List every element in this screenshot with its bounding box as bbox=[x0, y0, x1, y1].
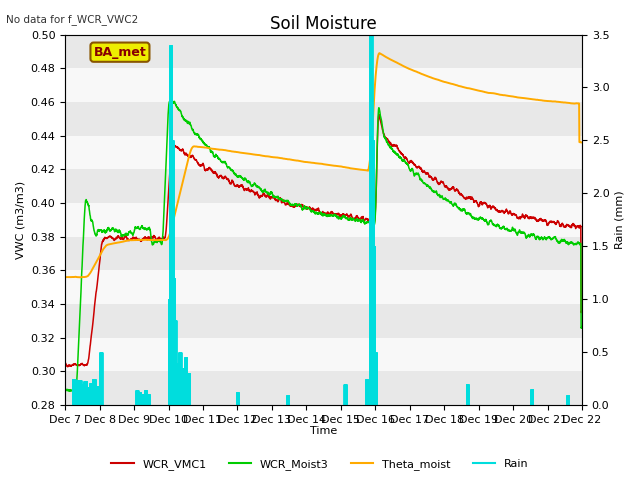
Title: Soil Moisture: Soil Moisture bbox=[270, 15, 377, 33]
Bar bbox=[65, 270, 582, 304]
Text: BA_met: BA_met bbox=[93, 46, 147, 59]
Bar bbox=[65, 304, 582, 338]
Bar bbox=[65, 35, 582, 68]
Bar bbox=[65, 102, 582, 136]
Text: No data for f_WCR_VWC2: No data for f_WCR_VWC2 bbox=[6, 14, 139, 25]
Y-axis label: VWC (m3/m3): VWC (m3/m3) bbox=[15, 181, 25, 259]
Bar bbox=[65, 237, 582, 270]
Bar bbox=[65, 68, 582, 102]
Legend: WCR_VMC1, WCR_Moist3, Theta_moist, Rain: WCR_VMC1, WCR_Moist3, Theta_moist, Rain bbox=[107, 455, 533, 474]
Bar bbox=[65, 203, 582, 237]
Bar bbox=[65, 372, 582, 405]
Bar bbox=[65, 169, 582, 203]
Bar bbox=[65, 338, 582, 372]
Y-axis label: Rain (mm): Rain (mm) bbox=[615, 191, 625, 249]
X-axis label: Time: Time bbox=[310, 426, 337, 436]
Bar bbox=[65, 136, 582, 169]
